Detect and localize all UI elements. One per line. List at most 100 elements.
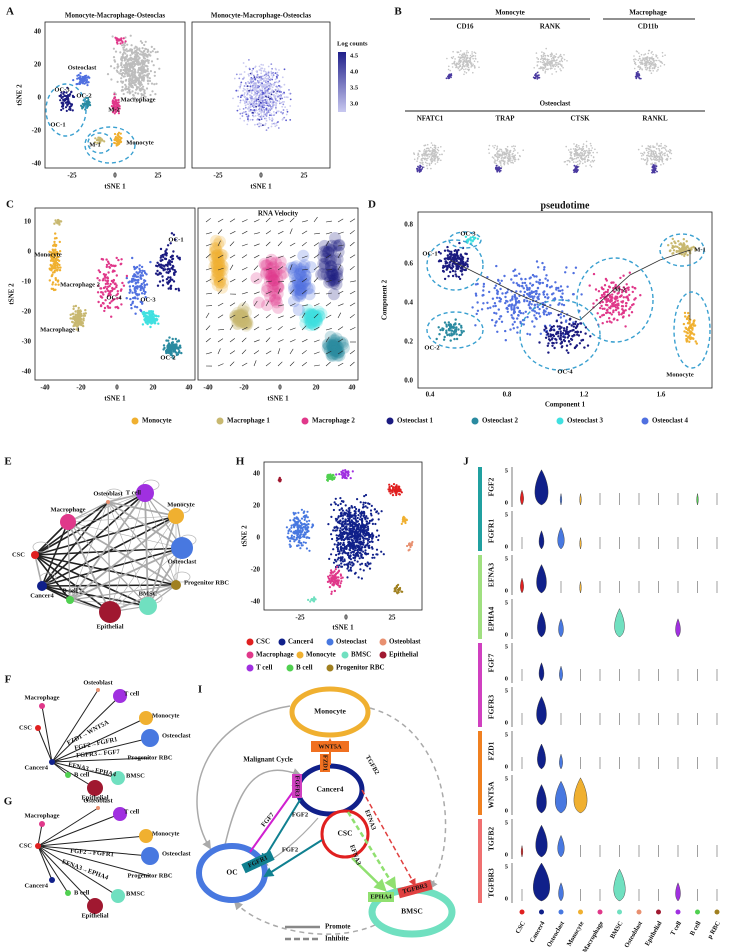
cell-point	[644, 53, 647, 55]
cell-point	[541, 57, 543, 60]
cell-point	[68, 94, 71, 97]
velocity-arrow	[277, 219, 284, 223]
cell-point	[559, 313, 563, 316]
cell-point	[154, 51, 157, 54]
velocity-arrow	[337, 231, 344, 235]
cell-point	[140, 70, 143, 73]
cell-point	[134, 312, 137, 315]
cell-point	[646, 161, 648, 164]
cell-point	[112, 104, 115, 107]
cell-point	[161, 279, 165, 282]
cell-point	[651, 162, 654, 165]
cell-point	[488, 290, 491, 294]
velocity-arrow	[325, 220, 332, 223]
cell-point	[156, 265, 159, 268]
cell-point	[263, 104, 266, 106]
cell-point	[114, 110, 118, 113]
cell-point	[241, 112, 244, 115]
cell-point	[467, 68, 469, 71]
cell-point	[452, 56, 455, 58]
label: OC-3	[140, 296, 156, 303]
cell-point	[270, 74, 273, 76]
cell-point	[584, 161, 586, 163]
cell-point	[532, 290, 535, 294]
cell-point	[449, 339, 452, 342]
cell-point	[661, 62, 664, 64]
cell-point	[120, 62, 123, 65]
cell-point	[140, 96, 143, 99]
cell-point	[135, 100, 138, 103]
cell-point	[492, 145, 494, 147]
cell-point	[267, 65, 270, 68]
cell-point	[252, 87, 255, 90]
cell-point	[496, 152, 498, 154]
cell-point	[126, 74, 129, 77]
cell-point	[494, 159, 496, 161]
cell-point	[549, 68, 552, 70]
cell-point	[268, 104, 271, 107]
cell-point	[420, 158, 423, 160]
cell-point	[545, 274, 548, 277]
cell-point	[495, 164, 498, 167]
cell-point	[455, 333, 458, 336]
cell-point	[122, 284, 126, 287]
cell-point	[585, 144, 588, 147]
x-tick-label: -20	[239, 384, 249, 392]
cell-point	[165, 252, 168, 255]
cell-point	[514, 160, 516, 163]
cell-point	[271, 86, 274, 89]
cell-point	[148, 77, 151, 80]
cell-point	[463, 73, 465, 76]
cell-point	[268, 108, 271, 110]
cell-point	[658, 160, 660, 163]
cell-point	[577, 148, 580, 151]
cell-point	[142, 74, 145, 77]
cell-point	[125, 276, 128, 280]
cell-point	[499, 300, 502, 303]
cell-point	[664, 154, 666, 157]
cell-point	[85, 96, 88, 99]
cell-point	[476, 301, 479, 304]
cell-point	[578, 153, 581, 155]
cell-point	[561, 60, 564, 63]
cell-point	[535, 292, 538, 295]
cell-point	[116, 42, 119, 45]
cell-point	[240, 81, 243, 84]
cell-point	[492, 305, 495, 308]
cell-point	[508, 155, 510, 157]
velocity-arrow	[229, 231, 236, 235]
cell-point	[494, 304, 497, 308]
cell-point	[165, 248, 168, 251]
cell-point	[506, 150, 509, 152]
cell-point	[640, 59, 642, 61]
cell-point	[561, 57, 564, 59]
cell-point	[146, 50, 149, 54]
cell-point	[248, 59, 250, 61]
cell-point	[460, 68, 463, 70]
cell-point	[271, 100, 274, 103]
cell-point	[465, 58, 468, 60]
cell-point	[546, 61, 548, 64]
cell-point	[463, 59, 466, 61]
cell-point	[565, 326, 569, 329]
cell-point	[567, 340, 571, 343]
y-tick-label: 40	[34, 28, 42, 36]
cell-point	[254, 123, 256, 126]
cell-point	[538, 293, 541, 296]
cell-point	[251, 78, 254, 80]
cell-point	[68, 101, 71, 104]
cell-point	[486, 301, 489, 304]
velocity-arrow	[277, 315, 284, 319]
cell-point	[648, 59, 651, 61]
cell-point	[269, 77, 272, 80]
cell-point	[259, 69, 262, 71]
cell-point	[555, 53, 558, 55]
cell-point	[258, 65, 261, 68]
cell-point	[465, 52, 468, 54]
cell-point	[122, 92, 125, 96]
velocity-arrow	[289, 217, 295, 223]
cell-point	[89, 104, 92, 107]
cell-point	[116, 136, 119, 139]
cell-point	[254, 97, 257, 99]
cell-point	[56, 258, 60, 262]
